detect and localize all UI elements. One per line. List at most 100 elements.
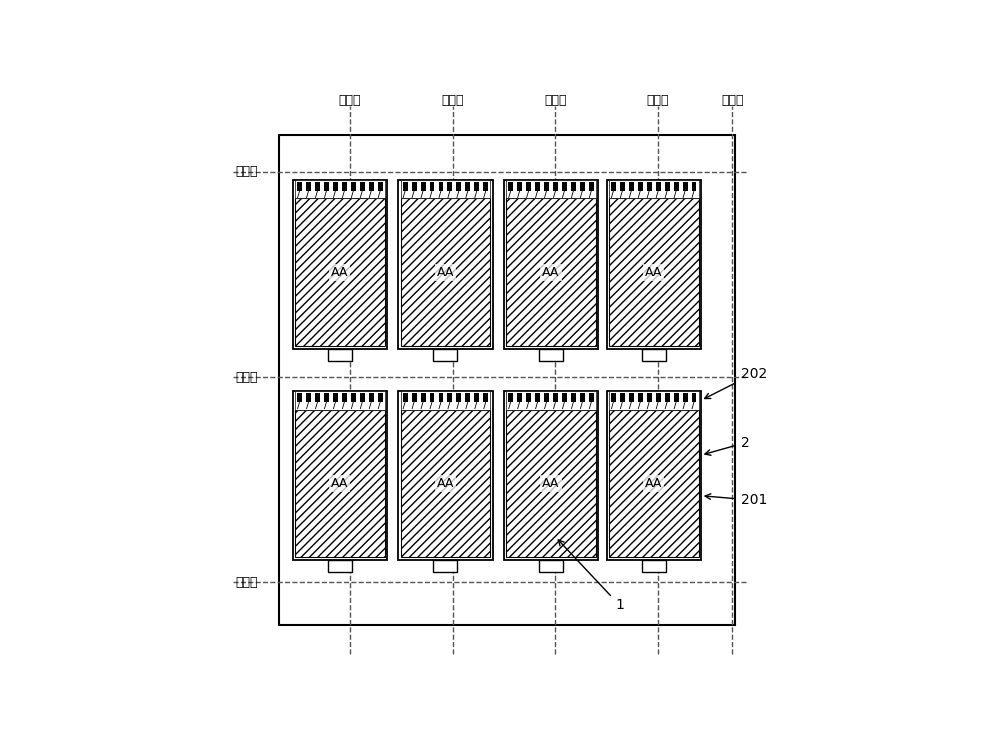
Bar [562,182,567,190]
Bar [328,348,352,361]
Bar [526,182,531,190]
Bar [351,182,356,190]
Bar [609,180,699,199]
Bar [324,393,329,402]
Bar [447,393,452,402]
Bar [369,393,374,402]
Bar [412,182,417,190]
Bar [683,393,688,402]
Bar [629,393,634,402]
Text: 切割线: 切割线 [647,94,669,107]
Bar [412,393,417,402]
Bar [401,410,490,557]
Bar [401,391,490,410]
Text: 切割线: 切割线 [236,165,258,178]
Bar [535,393,540,402]
Bar [456,393,461,402]
Bar [504,391,598,559]
Bar [401,180,490,199]
Bar [295,391,385,410]
Bar [465,182,470,190]
Bar [403,182,408,190]
Bar [544,182,549,190]
Bar [369,182,374,190]
Bar [692,182,696,190]
Bar [342,182,347,190]
Bar [430,393,434,402]
Text: AA: AA [437,266,454,279]
Bar [403,393,408,402]
Bar [430,182,434,190]
Bar [465,393,470,402]
Text: AA: AA [645,266,662,279]
Text: 切割线: 切割线 [544,94,567,107]
Bar [589,182,594,190]
Text: AA: AA [645,477,662,490]
Bar [333,393,338,402]
Bar [647,182,652,190]
Bar [439,182,443,190]
Bar [306,182,311,190]
Bar [539,559,563,572]
Bar [642,348,666,361]
Text: 切割线: 切割线 [339,94,361,107]
Bar [580,393,585,402]
Bar [620,182,625,190]
Text: 201: 201 [705,494,767,508]
Bar [351,393,356,402]
Text: 2: 2 [705,436,749,455]
Bar [306,393,311,402]
Bar [506,410,596,557]
Text: 切割线: 切割线 [441,94,464,107]
Bar [674,393,679,402]
Text: 切割线: 切割线 [236,370,258,384]
Text: AA: AA [331,266,349,279]
Bar [421,182,426,190]
Bar [553,182,558,190]
Bar [508,182,513,190]
Text: 切割线: 切割线 [236,576,258,589]
Bar [360,393,365,402]
Bar [656,393,661,402]
Bar [315,182,320,190]
Bar [508,393,513,402]
Bar [506,199,596,346]
Bar [589,393,594,402]
Bar [447,182,452,190]
Bar [295,180,385,199]
Bar [580,182,585,190]
Bar [539,348,563,361]
Bar [297,182,302,190]
Bar [674,182,679,190]
Bar [293,180,387,348]
Bar [609,199,699,346]
Bar [378,182,383,190]
Bar [517,393,522,402]
Text: 切割线: 切割线 [721,94,743,107]
Bar [433,348,457,361]
Bar [665,393,670,402]
Bar [279,135,735,625]
Bar [620,393,625,402]
Bar [297,393,302,402]
Bar [526,393,531,402]
Bar [324,182,329,190]
Bar [439,393,443,402]
Bar [638,182,643,190]
Bar [474,182,479,190]
Bar [638,393,643,402]
Text: AA: AA [437,477,454,490]
Bar [506,180,596,199]
Bar [544,393,549,402]
Bar [553,393,558,402]
Bar [517,182,522,190]
Bar [333,182,338,190]
Bar [398,180,493,348]
Bar [293,391,387,559]
Bar [295,410,385,557]
Text: 202: 202 [705,367,767,399]
Bar [607,180,701,348]
Bar [535,182,540,190]
Bar [295,199,385,346]
Bar [398,391,493,559]
